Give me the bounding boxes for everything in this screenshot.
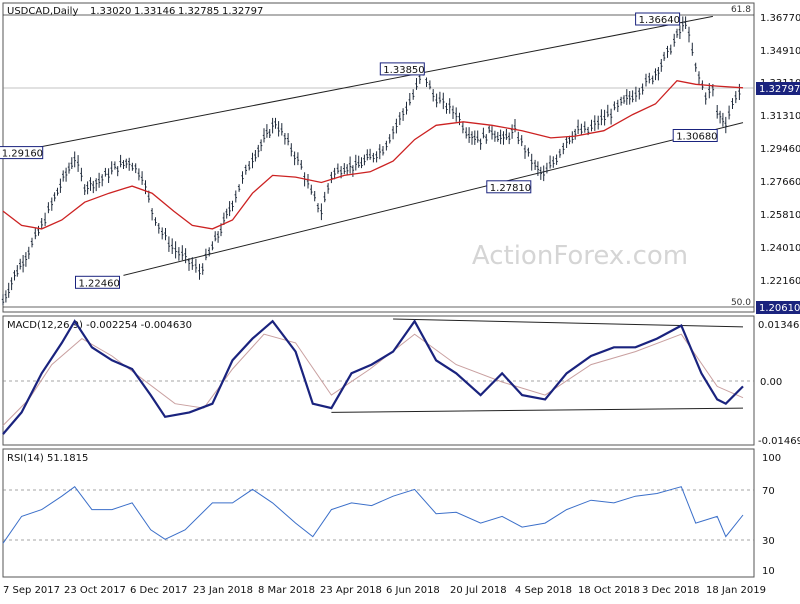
- price-axis-label-8: 1.22160: [760, 276, 800, 287]
- current-price-box: [756, 82, 800, 95]
- low-marker-box: [756, 301, 800, 314]
- annotation-box-3: [379, 62, 425, 76]
- annotation-box-5: [635, 12, 681, 26]
- x-tick-label-12: 18 Jan 2019: [706, 585, 766, 596]
- close-value: 1.32797: [222, 6, 263, 17]
- rsi-layer: [2, 486, 744, 544]
- macd-axis-label-zero: 0.00: [760, 377, 782, 388]
- high-value: 1.33146: [134, 6, 175, 17]
- price-axis-label-6: 1.25810: [760, 210, 800, 221]
- price-axis-label-5: 1.27660: [760, 177, 800, 188]
- price-axis-label-7: 1.24010: [760, 243, 800, 254]
- rsi-line: [2, 486, 744, 544]
- x-tick-label-3: 6 Dec 2017: [130, 585, 188, 596]
- x-tick-label-11: 3 Dec 2018: [642, 585, 700, 596]
- macd-axis-label-bottom: -0.014694: [758, 436, 800, 447]
- channel-lower-line: [123, 122, 744, 276]
- annotation-label-4: 1.27810: [490, 183, 531, 194]
- rsi-axis-label-70: 70: [762, 486, 775, 497]
- x-tick-label-1: 7 Sep 2017: [3, 585, 60, 596]
- macd-axis-label-top: 0.013461: [758, 320, 800, 331]
- annotation-box-6: [672, 129, 718, 142]
- x-tick-label-8: 20 Jul 2018: [450, 585, 507, 596]
- x-tick-label-2: 23 Oct 2017: [64, 585, 126, 596]
- annotation-label-3: 1.33850: [383, 65, 424, 76]
- annotation-box-4: [486, 180, 532, 194]
- price-axis-label-3: 1.31310: [760, 111, 800, 122]
- annotation-box-2: [75, 275, 120, 289]
- macd-signal-line: [2, 333, 744, 426]
- price-axis-label-2: 1.34910: [760, 46, 800, 57]
- annotation-label-1: 1.29160: [2, 149, 43, 160]
- fib-618-label: 61.8: [731, 5, 751, 15]
- x-tick-label-4: 23 Jan 2018: [193, 585, 253, 596]
- rsi-axis-label-100: 100: [762, 453, 781, 464]
- rsi-title: RSI(14) 51.1815: [7, 453, 88, 464]
- current-price-label: 1.32797: [759, 84, 800, 95]
- macd-upper-trendline: [393, 318, 744, 328]
- open-value: 1.33020: [90, 6, 131, 17]
- macd-panel-frame: [2, 315, 755, 446]
- rsi-panel-frame: [2, 448, 755, 578]
- watermark: ActionForex.com: [472, 241, 688, 271]
- symbol-header: USDCAD,Daily: [7, 6, 78, 17]
- annotation-label-6: 1.30680: [676, 132, 717, 143]
- annotations-layer: 1.29160 1.22460 1.33850 1.27810 1.36640 1.306…: [0, 12, 718, 289]
- macd-lower-trendline: [331, 407, 744, 413]
- price-layer: [1, 15, 744, 305]
- macd-title: MACD(12,26,9) -0.002254 -0.004630: [7, 320, 192, 331]
- rsi-axis-label-30: 30: [762, 536, 775, 547]
- moving-average-line: [2, 79, 744, 230]
- channel-upper-line: [8, 15, 713, 154]
- price-axis-label-1: 1.36770: [760, 13, 800, 24]
- macd-line: [2, 319, 744, 435]
- x-tick-label-7: 6 Jun 2018: [386, 585, 440, 596]
- annotation-label-5: 1.36640: [639, 15, 680, 26]
- x-tick-label-9: 4 Sep 2018: [515, 585, 572, 596]
- macd-layer: [2, 318, 744, 435]
- annotation-label-2: 1.22460: [79, 278, 120, 289]
- price-panel-frame: [2, 2, 755, 313]
- x-tick-label-5: 8 Mar 2018: [258, 585, 315, 596]
- low-marker-label: 1.20610: [759, 303, 800, 314]
- annotation-box-1: [0, 146, 44, 160]
- fib-50-label: 50.0: [731, 298, 751, 308]
- price-axis-label-4: 1.29460: [760, 144, 800, 155]
- low-value: 1.32785: [178, 6, 219, 17]
- x-tick-label-6: 23 Apr 2018: [320, 585, 382, 596]
- rsi-axis-label-10: 10: [762, 566, 775, 577]
- x-tick-label-10: 18 Oct 2018: [578, 585, 640, 596]
